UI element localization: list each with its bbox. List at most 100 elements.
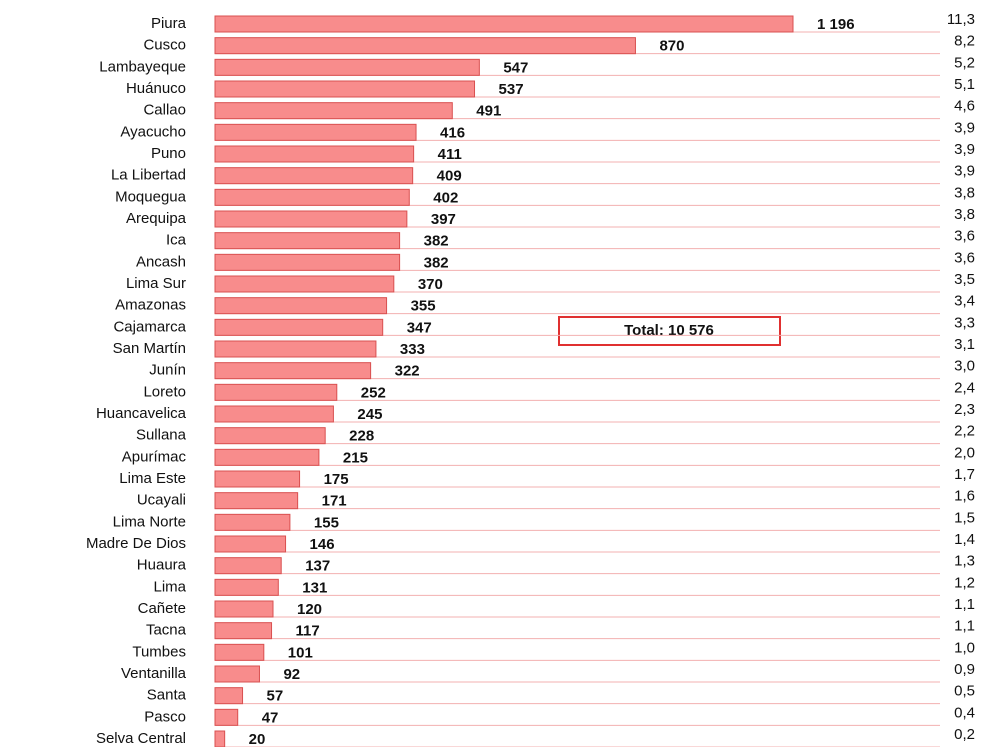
category-label: Lambayeque	[99, 58, 186, 75]
value-label: 117	[296, 623, 320, 640]
value-label: 397	[431, 211, 456, 228]
value-label: 146	[310, 536, 335, 553]
value-label: 411	[438, 146, 462, 163]
bar	[214, 687, 244, 705]
bar	[214, 470, 301, 488]
value-label: 537	[499, 81, 524, 98]
value-label: 215	[343, 449, 368, 466]
value-label: 347	[407, 319, 432, 336]
category-label: Lima Sur	[126, 275, 186, 292]
category-label: Tacna	[146, 622, 187, 639]
share-label: 3,3	[954, 314, 975, 331]
value-label: 47	[262, 709, 279, 726]
category-label: Ucayali	[137, 492, 186, 509]
share-label: 2,4	[954, 379, 975, 396]
value-label: 171	[322, 493, 347, 510]
share-label: 8,2	[954, 33, 975, 50]
category-label: Callao	[143, 102, 186, 119]
share-label: 3,6	[954, 228, 975, 245]
bar	[214, 557, 282, 575]
value-label: 155	[314, 514, 339, 531]
value-label: 228	[349, 428, 374, 445]
category-label: Ancash	[136, 253, 186, 270]
value-label: 416	[440, 124, 465, 141]
value-label: 92	[283, 666, 300, 683]
share-label: 11,3	[947, 11, 975, 28]
bar	[214, 145, 415, 163]
bar	[214, 513, 291, 531]
share-label: 0,4	[954, 704, 975, 721]
bar	[214, 37, 636, 55]
value-label: 870	[659, 38, 684, 55]
bar	[214, 210, 408, 228]
value-label: 20	[249, 731, 266, 747]
bar	[214, 708, 239, 726]
total-box	[558, 316, 781, 346]
value-label: 491	[476, 103, 501, 120]
share-label: 2,3	[954, 401, 975, 418]
bar	[214, 102, 453, 120]
bar	[214, 297, 388, 315]
category-label: Cusco	[143, 37, 186, 54]
category-label: La Libertad	[111, 167, 186, 184]
share-label: 0,9	[954, 661, 975, 678]
category-label: Sullana	[136, 427, 187, 444]
category-label: Lima Norte	[113, 513, 186, 530]
bar	[214, 578, 279, 596]
category-label: Loreto	[143, 383, 186, 400]
bar	[214, 362, 372, 380]
category-label: Huancavelica	[96, 405, 187, 422]
category-label: Moquegua	[115, 188, 187, 205]
share-label: 2,2	[954, 423, 975, 440]
share-label: 3,0	[954, 358, 975, 375]
bar	[214, 730, 226, 747]
share-label: 3,9	[954, 163, 975, 180]
bar	[214, 427, 326, 445]
category-label: Lima Este	[119, 470, 186, 487]
category-label: Selva Central	[96, 730, 186, 747]
bar	[214, 340, 377, 358]
share-label: 1,0	[954, 639, 975, 656]
bar	[214, 15, 794, 33]
total-annotation: Total: 10 576	[624, 322, 714, 339]
share-label: 1,6	[954, 488, 975, 505]
share-label: 1,3	[954, 553, 975, 570]
bar	[214, 535, 287, 553]
category-label: Puno	[151, 145, 186, 162]
value-label: 547	[503, 59, 528, 76]
bar	[214, 275, 395, 293]
share-label: 2,0	[954, 444, 975, 461]
value-label: 322	[395, 363, 420, 380]
bar	[214, 643, 265, 661]
value-label: 370	[418, 276, 443, 293]
bar	[214, 188, 410, 206]
share-label: 0,5	[954, 683, 975, 700]
value-label: 101	[288, 644, 313, 661]
category-label: San Martín	[113, 340, 186, 357]
value-label: 1 196	[817, 16, 855, 33]
share-label: 3,8	[954, 206, 975, 223]
share-label: 3,8	[954, 184, 975, 201]
value-label: 245	[357, 406, 382, 423]
bar	[214, 492, 299, 510]
category-label: Junín	[149, 362, 186, 379]
share-label: 4,6	[954, 98, 975, 115]
category-label: Arequipa	[126, 210, 187, 227]
share-label: 3,9	[954, 141, 975, 158]
share-label: 5,2	[954, 54, 975, 71]
bar	[214, 600, 274, 618]
category-label: Huánuco	[126, 80, 186, 97]
share-label: 3,5	[954, 271, 975, 288]
value-label: 402	[433, 189, 458, 206]
value-label: 120	[297, 601, 322, 618]
bar	[214, 167, 414, 185]
category-label: Cañete	[138, 600, 186, 617]
bar	[214, 448, 320, 466]
share-label: 1,4	[954, 531, 975, 548]
bar	[214, 58, 480, 76]
value-label: 382	[424, 254, 449, 271]
value-label: 131	[302, 579, 327, 596]
value-label: 57	[267, 688, 284, 705]
share-label: 3,4	[954, 293, 975, 310]
